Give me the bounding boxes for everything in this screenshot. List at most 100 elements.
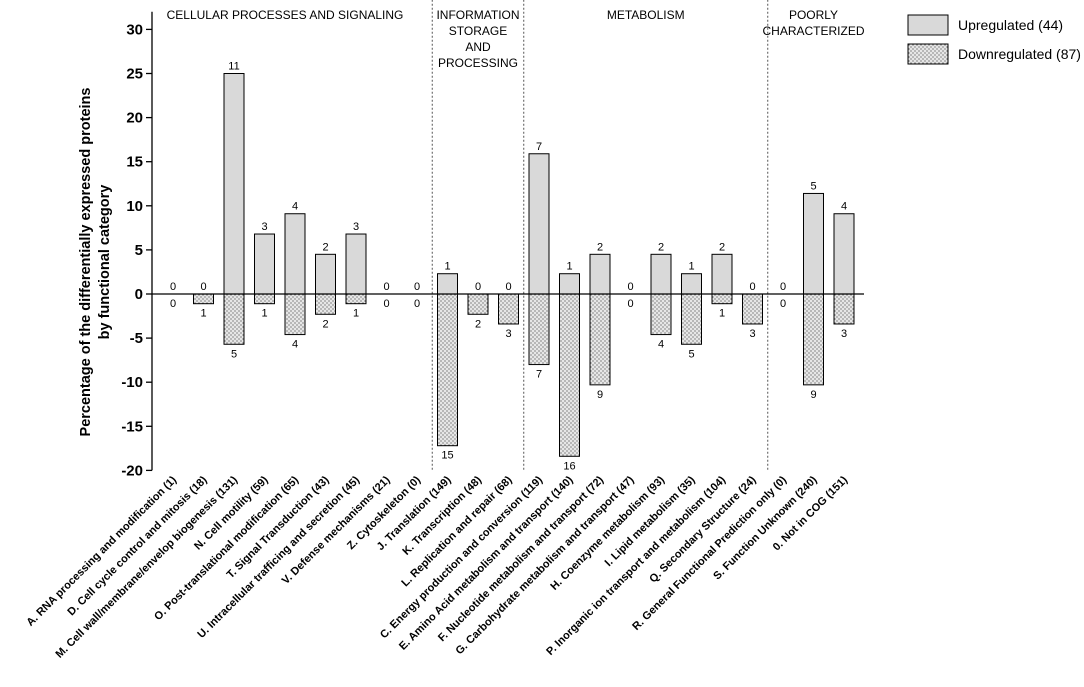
bar-up-6 (345, 233, 367, 295)
section-title-0-line-0: CELLULAR PROCESSES AND SIGNALING (167, 8, 404, 22)
bar-up-16 (650, 253, 672, 295)
bar-down-9 (437, 293, 458, 447)
y-tick-label-3: 15 (126, 154, 143, 171)
data-label-down-20: 0 (780, 298, 786, 310)
section-title-2-line-0: METABOLISM (607, 8, 685, 22)
bar-down-18 (711, 293, 733, 305)
data-label-down-18: 1 (719, 308, 725, 320)
data-label-up-20: 0 (780, 281, 786, 293)
y-tick-label-4: 10 (126, 198, 143, 215)
bar-down-16 (650, 293, 672, 336)
bar-down-12 (528, 293, 550, 366)
data-label-down-3: 1 (261, 308, 267, 320)
bar-down-13 (559, 293, 580, 457)
data-label-up-5: 2 (322, 241, 328, 253)
section-title-1-line-0: INFORMATION (436, 8, 519, 22)
bar-down-6 (345, 293, 367, 305)
data-label-down-22: 3 (841, 328, 847, 340)
data-label-down-0: 0 (170, 298, 176, 310)
data-label-down-7: 0 (383, 298, 389, 310)
data-label-down-12: 7 (536, 369, 542, 381)
section-dividers: CELLULAR PROCESSES AND SIGNALING INFORMAT… (167, 0, 865, 471)
data-label-up-12: 7 (536, 141, 542, 153)
bar-up-2 (223, 73, 245, 295)
bar-down-22 (833, 293, 855, 325)
section-title-3-line-0: POORLY (789, 8, 838, 22)
section-title-1-line-3: PROCESSING (438, 56, 518, 70)
bar-down-19 (742, 293, 763, 325)
bar-up-12 (528, 153, 550, 295)
data-label-down-8: 0 (414, 298, 420, 310)
bar-up-21 (803, 192, 824, 295)
data-label-up-13: 1 (566, 261, 572, 273)
bar-up-3 (254, 233, 275, 295)
y-tick-label-2: 20 (126, 110, 143, 127)
data-label-up-8: 0 (414, 281, 420, 293)
data-label-up-0: 0 (170, 281, 176, 293)
bars: 0001115314422310000115020377116290024152… (170, 61, 855, 472)
category-label-11: L. Replication and repair (68) (399, 474, 514, 589)
bar-down-1 (193, 293, 214, 305)
data-label-up-11: 0 (505, 281, 511, 293)
data-label-down-6: 1 (353, 308, 359, 320)
bar-up-9 (437, 273, 458, 295)
data-label-down-13: 16 (563, 460, 575, 472)
data-label-down-21: 9 (810, 389, 816, 401)
data-label-down-11: 3 (505, 328, 511, 340)
data-label-down-5: 2 (322, 318, 328, 330)
bar-down-17 (681, 293, 702, 345)
y-tick-label-8: -10 (121, 374, 143, 391)
data-label-down-2: 5 (231, 348, 237, 360)
data-label-up-16: 2 (658, 241, 664, 253)
legend-label-upregulated: Upregulated (44) (958, 17, 1063, 33)
data-label-down-16: 4 (658, 339, 664, 351)
data-label-up-4: 4 (292, 201, 298, 213)
bar-down-5 (315, 293, 336, 315)
bar-down-21 (803, 293, 824, 386)
bar-up-22 (833, 213, 855, 295)
y-axis-title-line2: by functional category (97, 185, 113, 340)
y-tick-label-7: -5 (130, 330, 143, 347)
legend: Upregulated (44) Downregulated (87) (907, 14, 1081, 65)
data-label-up-2: 11 (228, 61, 239, 73)
bar-up-13 (559, 273, 580, 295)
y-tick-label-10: -20 (121, 462, 143, 479)
section-title-1-line-2: AND (465, 40, 491, 54)
data-label-down-15: 0 (627, 298, 633, 310)
bar-down-10 (467, 293, 489, 315)
y-tick-label-1: 25 (126, 66, 143, 83)
bar-down-3 (254, 293, 275, 305)
y-tick-label-0: 30 (126, 21, 143, 38)
data-label-up-1: 0 (200, 281, 206, 293)
data-label-up-7: 0 (383, 281, 389, 293)
data-label-up-3: 3 (261, 221, 267, 233)
category-label-1: D. Cell cycle control and mitosis (18) (65, 474, 209, 618)
category-labels: A. RNA processing and modification (1)D.… (24, 474, 850, 661)
data-label-up-10: 0 (475, 281, 481, 293)
legend-swatch-downregulated (907, 43, 949, 65)
bar-down-4 (284, 293, 306, 336)
bar-down-11 (498, 293, 519, 325)
data-label-down-1: 1 (200, 308, 206, 320)
section-title-1-line-1: STORAGE (449, 24, 507, 38)
data-label-down-14: 9 (597, 389, 603, 401)
bar-up-18 (711, 253, 733, 295)
data-label-up-6: 3 (353, 221, 359, 233)
y-tick-label-5: 5 (135, 242, 143, 259)
data-label-up-15: 0 (627, 281, 633, 293)
y-tick-label-9: -15 (121, 418, 143, 435)
bar-up-17 (681, 273, 702, 295)
data-label-down-9: 15 (441, 450, 453, 462)
y-axis-title-line1: Percentage of the differentially express… (78, 88, 94, 437)
bar-down-2 (223, 293, 245, 345)
data-label-up-22: 4 (841, 201, 847, 213)
data-label-up-19: 0 (749, 281, 755, 293)
legend-label-downregulated: Downregulated (87) (958, 46, 1081, 62)
section-title-3-line-1: CHARACTERIZED (762, 24, 864, 38)
data-label-down-4: 4 (292, 339, 298, 351)
data-label-down-17: 5 (688, 348, 694, 360)
data-label-down-19: 3 (749, 328, 755, 340)
bar-up-14 (589, 253, 611, 295)
